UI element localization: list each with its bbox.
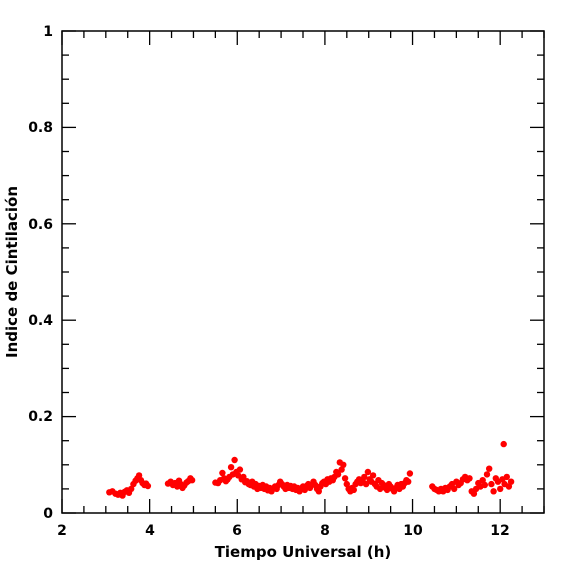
data-point xyxy=(500,440,507,448)
data-point xyxy=(483,471,491,478)
y-tick-label: 0.2 xyxy=(28,409,53,425)
data-point xyxy=(315,488,322,495)
data-point xyxy=(470,490,478,497)
data-point xyxy=(338,466,345,473)
data-point xyxy=(135,472,143,479)
data-point xyxy=(369,472,377,479)
data-point xyxy=(343,480,350,488)
data-point xyxy=(236,466,244,473)
data-point xyxy=(364,468,372,476)
data-point xyxy=(503,473,510,481)
data-point xyxy=(406,470,414,477)
data-point xyxy=(334,471,342,478)
data-point xyxy=(507,478,515,485)
data-point xyxy=(486,465,493,472)
data-point xyxy=(219,469,226,477)
y-axis-label: Indice de Cintilación xyxy=(3,186,21,358)
data-point xyxy=(144,482,152,490)
axis-ticks xyxy=(61,30,545,514)
data-point xyxy=(466,475,473,482)
data-point xyxy=(340,461,347,468)
x-tick-label: 12 xyxy=(490,523,509,539)
data-points xyxy=(106,440,515,499)
data-point xyxy=(188,477,196,484)
y-tick-label: 0.6 xyxy=(28,217,53,233)
plot-frame xyxy=(61,30,545,514)
data-point xyxy=(362,480,370,488)
data-point xyxy=(488,480,495,488)
data-point xyxy=(481,481,488,489)
y-tick-label: 0.4 xyxy=(28,313,53,329)
x-tick-label: 10 xyxy=(403,523,423,539)
data-point xyxy=(341,475,349,482)
data-point xyxy=(227,464,235,471)
x-axis-label: Tiempo Universal (h) xyxy=(215,543,392,561)
data-point xyxy=(479,477,486,484)
data-point xyxy=(231,456,238,464)
x-tick-label: 6 xyxy=(232,523,242,539)
data-point xyxy=(405,478,412,485)
y-tick-label: 0 xyxy=(43,506,53,522)
y-tick-label: 0.8 xyxy=(28,120,53,136)
x-tick-label: 4 xyxy=(145,523,155,539)
x-tick-label: 8 xyxy=(320,523,330,539)
data-point xyxy=(350,486,357,494)
data-point xyxy=(497,485,504,493)
y-tick-label: 1 xyxy=(43,24,53,40)
data-point xyxy=(240,473,247,481)
data-point xyxy=(505,483,513,490)
data-point xyxy=(490,488,497,495)
x-tick-label: 2 xyxy=(57,523,67,539)
data-point xyxy=(451,485,458,493)
data-point xyxy=(128,485,135,493)
data-point xyxy=(361,473,368,481)
